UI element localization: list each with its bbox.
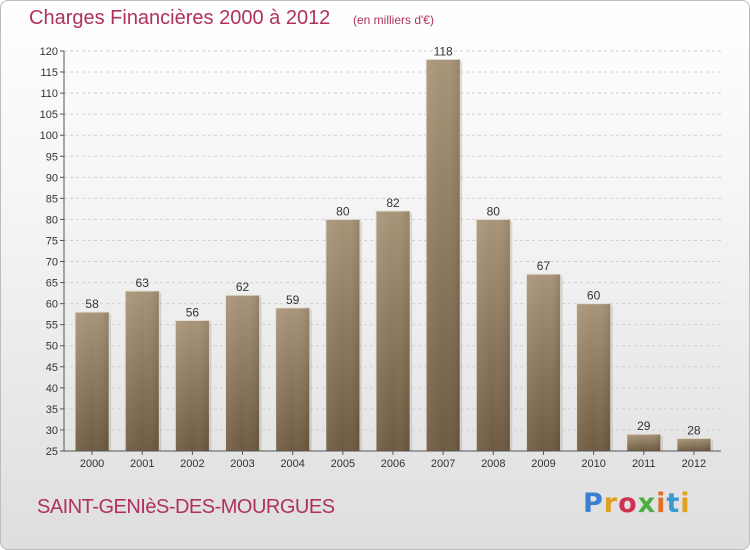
x-tick-label: 2011 [632,458,656,470]
bar-value-label: 80 [336,204,350,218]
bar-shine [75,312,110,451]
bar-value-label: 29 [637,419,651,433]
commune-name: SAINT-GENIèS-DES-MOURGUES [37,496,335,518]
y-tick-label: 80 [46,214,58,226]
bar-shine [626,434,661,451]
chart-title: Charges Financières 2000 à 2012 [29,7,331,29]
y-axis: 25 30 35 40 45 50 55 60 65 70 75 80 85 90 95 100 105 110 1… [40,46,65,458]
y-tick-label: 90 [46,172,58,184]
y-tick-label: 35 [46,404,58,416]
y-tick-label: 70 [46,257,58,269]
bar-shine [476,219,511,451]
chart-unit: (en milliers d'€) [353,13,434,27]
grid-lines [64,50,721,452]
bar-shine [125,291,160,451]
x-tick-label: 2010 [581,458,605,470]
y-tick-label: 40 [46,383,58,395]
y-tick-label: 55 [46,320,58,332]
y-tick-label: 60 [46,299,58,311]
logo-letter: x [637,488,657,519]
bar-shine [426,59,461,451]
x-tick-label: 2009 [531,458,555,470]
proxiti-logo[interactable]: Proxiti [583,488,691,519]
bar-shine [676,438,711,451]
x-tick-label: 2008 [481,458,505,470]
bar-value-label: 60 [587,289,601,303]
bar-value-label: 67 [537,259,551,273]
bar-value-label: 82 [386,196,400,210]
y-tick-label: 105 [40,109,58,121]
bar-shine [275,307,310,451]
x-tick-label: 2000 [80,458,104,470]
logo-letter: t [666,488,681,519]
bar-value-label: 63 [136,276,150,290]
logo-letter: i [656,488,667,519]
logo-letter: o [618,488,638,519]
x-axis: 2000 2001 2002 2003 2004 2005 2006 2007 2008 2009… [64,450,721,470]
y-tick-label: 85 [46,193,58,205]
y-tick-label: 100 [40,130,58,142]
bar-value-label: 56 [186,305,200,319]
bar-shine [175,320,210,451]
bar-value-label: 80 [487,204,501,218]
bar-value-label: 62 [236,280,250,294]
y-tick-label: 95 [46,151,58,163]
logo-letter: r [603,488,619,519]
y-tick-label: 120 [40,46,58,58]
bar-shine [526,274,561,451]
y-tick-label: 75 [46,235,58,247]
y-tick-label: 65 [46,278,58,290]
bar-value-label: 58 [85,297,99,311]
bar-value-label: 28 [687,423,701,437]
x-tick-label: 2003 [230,458,254,470]
y-tick-label: 115 [40,67,58,79]
logo-letter: P [583,488,604,519]
bar-value-label: 118 [434,44,453,58]
x-tick-label: 2007 [431,458,455,470]
x-tick-label: 2006 [381,458,405,470]
x-tick-label: 2002 [180,458,204,470]
y-tick-label: 45 [46,362,58,374]
x-tick-label: 2004 [280,458,304,470]
bar-shine [576,303,611,451]
x-tick-label: 2001 [130,458,154,470]
y-tick-label: 110 [40,88,58,100]
y-tick-label: 25 [46,446,58,458]
bars: 58 63 56 62 59 80 82 118 80 67 60 29 28 [74,44,713,452]
bar-value-label: 59 [286,293,300,307]
y-tick-label: 50 [46,341,58,353]
x-tick-label: 2005 [331,458,355,470]
bar-shine [225,295,260,451]
x-tick-label: 2012 [682,458,706,470]
y-tick-label: 30 [46,425,58,437]
logo-letter: i [680,488,691,519]
bar-shine [325,219,360,451]
bar-shine [375,211,411,451]
